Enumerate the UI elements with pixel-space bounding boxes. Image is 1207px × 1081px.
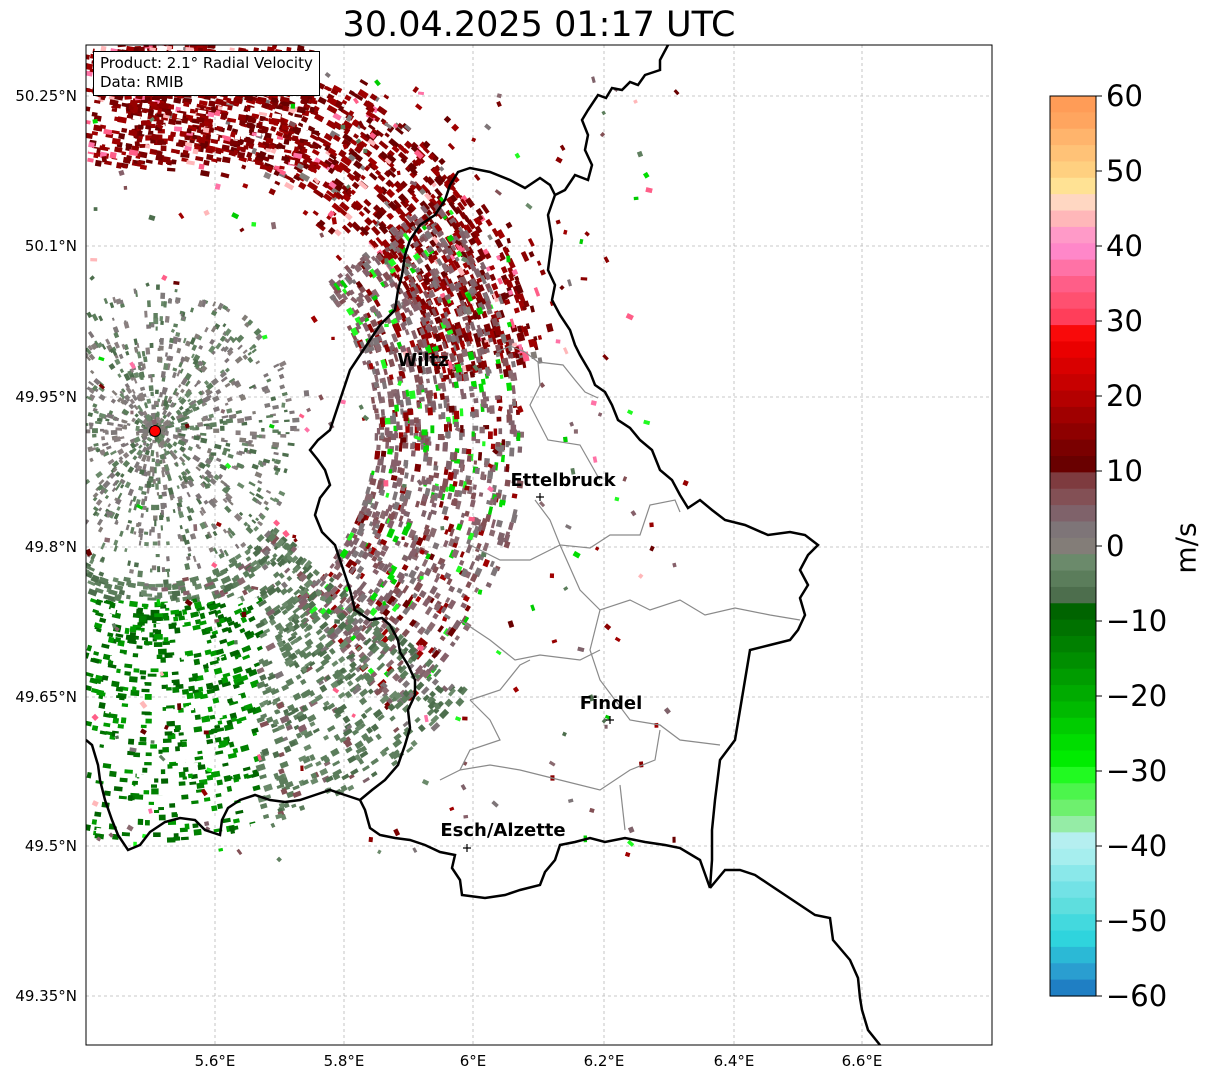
colorbar-stripe	[1050, 128, 1096, 146]
lon-label: 6.4°E	[713, 1052, 755, 1070]
colorbar-stripe	[1050, 717, 1096, 735]
colorbar-stripe	[1050, 636, 1096, 653]
colorbar-tick-label: −10	[1106, 604, 1168, 638]
data-source-label: Data: RMIB	[100, 73, 184, 91]
colorbar-tick-label: 30	[1106, 304, 1143, 338]
colorbar-stripe	[1050, 816, 1096, 833]
colorbar-stripe	[1050, 210, 1096, 228]
colorbar-tick-label: −20	[1106, 679, 1168, 713]
colorbar-tick-label: 40	[1106, 229, 1143, 263]
colorbar-stripe	[1050, 554, 1096, 572]
colorbar-tick-label: 10	[1106, 454, 1143, 488]
colorbar-stripe	[1050, 161, 1096, 179]
colorbar-stripe	[1050, 259, 1096, 277]
place-label-wiltz: Wiltz	[397, 350, 449, 371]
colorbar-stripe	[1050, 456, 1096, 473]
colorbar-stripe	[1050, 341, 1096, 359]
place-label-ettelbruck: Ettelbruck	[510, 470, 616, 491]
colorbar-stripe	[1050, 472, 1096, 490]
colorbar-stripe	[1050, 766, 1096, 784]
colorbar-stripe	[1050, 701, 1096, 719]
lon-label: 6°E	[459, 1052, 487, 1070]
colorbar-tick-label: −30	[1106, 754, 1168, 788]
colorbar-stripe	[1050, 946, 1096, 964]
colorbar-stripe	[1050, 177, 1096, 195]
lat-label: 49.65°N	[15, 688, 77, 706]
country-borders	[86, 45, 881, 1045]
lon-label: 6.6°E	[841, 1052, 883, 1070]
map-title: 30.04.2025 01:17 UTC	[342, 5, 736, 45]
colorbar	[1049, 95, 1102, 997]
colorbar-stripe	[1050, 750, 1096, 768]
colorbar-stripe	[1050, 914, 1096, 932]
colorbar-stripe	[1050, 652, 1096, 670]
lat-label: 49.95°N	[15, 388, 77, 406]
map-background	[86, 45, 992, 1045]
colorbar-stripe	[1050, 979, 1096, 997]
colorbar-stripe	[1050, 406, 1096, 424]
colorbar-stripe	[1050, 226, 1096, 244]
colorbar-tick-label: 0	[1106, 529, 1125, 563]
map-frame	[85, 44, 993, 1046]
place-label-esch: Esch/Alzette	[440, 820, 566, 841]
radar-site-marker	[149, 425, 161, 437]
colorbar-stripe	[1050, 194, 1096, 212]
colorbar-tick-label: −50	[1106, 904, 1168, 938]
colorbar-stripe	[1050, 668, 1096, 686]
colorbar-stripe	[1050, 521, 1096, 539]
colorbar-stripe	[1050, 537, 1096, 555]
colorbar-stripe	[1050, 439, 1096, 457]
colorbar-stripe	[1050, 586, 1096, 604]
colorbar-stripe	[1050, 325, 1096, 343]
lon-label: 6.2°E	[583, 1052, 625, 1070]
colorbar-tick-label: 50	[1106, 154, 1143, 188]
colorbar-stripe	[1050, 423, 1096, 441]
colorbar-stripe	[1050, 619, 1096, 637]
colorbar-stripe	[1050, 832, 1096, 850]
colorbar-stripe	[1050, 848, 1096, 866]
colorbar-stripe	[1050, 881, 1096, 899]
lat-label: 49.5°N	[24, 837, 77, 855]
colorbar-stripe	[1050, 357, 1096, 375]
lat-label: 50.1°N	[24, 237, 77, 255]
colorbar-unit-label: m/s	[1169, 522, 1203, 574]
product-label: Product: 2.1° Radial Velocity	[100, 54, 313, 72]
colorbar-stripe	[1050, 865, 1096, 883]
colorbar-stripe	[1050, 488, 1096, 506]
colorbar-stripe	[1050, 390, 1096, 408]
lat-label: 49.35°N	[15, 987, 77, 1005]
colorbar-stripe	[1050, 603, 1096, 621]
colorbar-stripe	[1050, 505, 1096, 523]
colorbar-tick-label: 60	[1106, 79, 1143, 113]
place-label-findel: Findel	[579, 693, 643, 714]
colorbar-stripe	[1050, 276, 1096, 293]
place-markers	[463, 493, 614, 852]
colorbar-stripe	[1050, 145, 1096, 163]
colorbar-stripe	[1050, 783, 1096, 801]
colorbar-stripe	[1050, 243, 1096, 261]
canton-borders	[439, 345, 801, 831]
colorbar-stripe	[1050, 685, 1096, 703]
colorbar-stripe	[1050, 374, 1096, 392]
info-box: Product: 2.1° Radial Velocity Data: RMIB	[93, 51, 320, 96]
colorbar-stripe	[1050, 963, 1096, 981]
colorbar-tick-label: −60	[1106, 979, 1168, 1013]
colorbar-stripe	[1050, 112, 1096, 130]
colorbar-tick-label: −40	[1106, 829, 1168, 863]
colorbar-stripe	[1050, 734, 1096, 752]
colorbar-stripe	[1050, 570, 1096, 588]
colorbar-stripe	[1050, 897, 1096, 915]
colorbar-stripe	[1050, 930, 1096, 948]
colorbar-tick-label: 20	[1106, 379, 1143, 413]
colorbar-stripe	[1050, 799, 1096, 817]
lat-label: 50.25°N	[15, 87, 77, 105]
colorbar-stripe	[1050, 96, 1096, 113]
lat-label: 49.8°N	[24, 538, 77, 556]
colorbar-stripe	[1050, 292, 1096, 310]
lon-label: 5.8°E	[323, 1052, 365, 1070]
colorbar-stripe	[1050, 308, 1096, 326]
lon-label: 5.6°E	[194, 1052, 236, 1070]
